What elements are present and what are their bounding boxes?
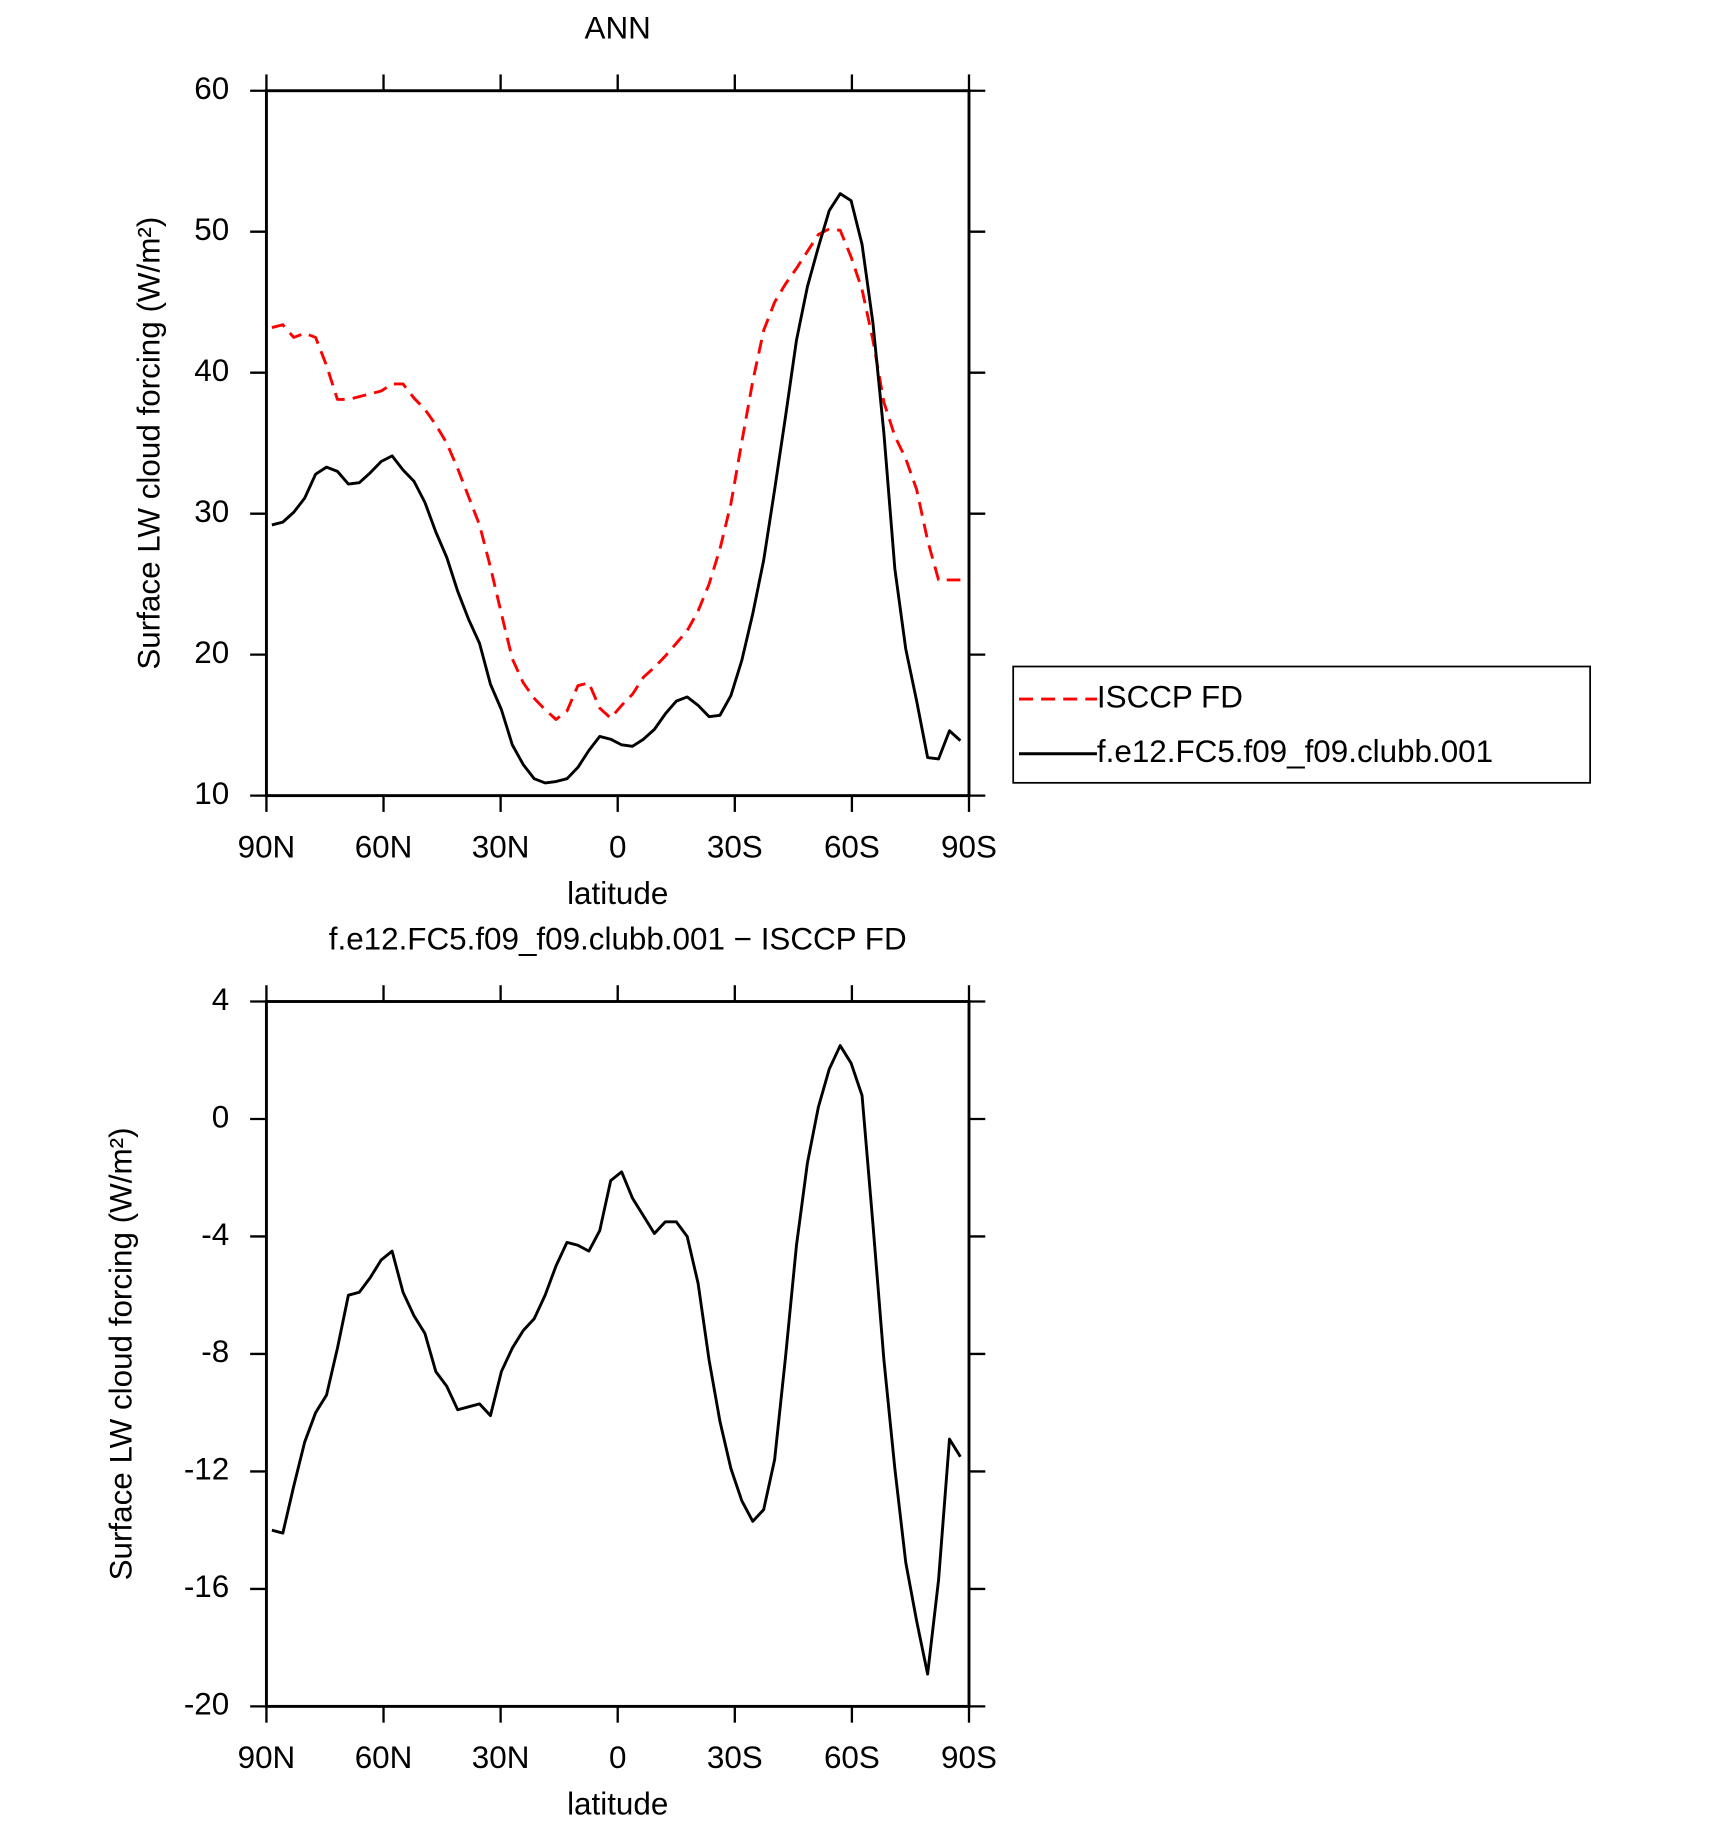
plot-frame [264, 89, 971, 798]
x-tick-label: 0 [609, 829, 626, 864]
y-tick-label: 0 [212, 1099, 229, 1134]
x-axis-label: latitude [567, 876, 668, 911]
y-tick-label: 60 [194, 71, 229, 106]
x-tick-label: 90S [941, 1740, 997, 1775]
x-tick-label: 90N [238, 1740, 296, 1775]
data-line [271, 1044, 962, 1676]
y-axis-label: Surface LW cloud forcing (W/m²) [104, 1127, 139, 1580]
y-tick-label: -16 [184, 1569, 229, 1604]
x-tick-label: 90S [941, 829, 997, 864]
data-line [271, 192, 962, 785]
plot-frame [264, 1000, 971, 1708]
y-tick-label: -20 [184, 1687, 229, 1722]
x-tick-label: 60S [824, 829, 880, 864]
y-tick-label: -4 [201, 1217, 229, 1252]
y-tick-label: 40 [194, 353, 229, 388]
y-tick-label: -8 [201, 1334, 229, 1369]
x-tick-label: 30N [472, 1740, 530, 1775]
chart-title: f.e12.FC5.f09_f09.clubb.001 − ISCCP FD [329, 921, 907, 956]
x-tick-label: 0 [609, 1740, 626, 1775]
x-tick-label: 60S [824, 1740, 880, 1775]
x-tick-label: 30S [707, 829, 763, 864]
data-line [271, 227, 961, 721]
x-tick-label: 30S [707, 1740, 763, 1775]
y-tick-label: 30 [194, 494, 229, 529]
y-tick-label: -12 [184, 1452, 229, 1487]
legend-box [1012, 665, 1592, 784]
legend-label: f.e12.FC5.f09_f09.clubb.001 [1097, 734, 1493, 769]
legend-label: ISCCP FD [1097, 679, 1243, 714]
y-tick-label: 10 [194, 776, 229, 811]
x-tick-label: 60N [355, 1740, 413, 1775]
y-axis-label: Surface LW cloud forcing (W/m²) [132, 217, 167, 670]
x-tick-label: 60N [355, 829, 413, 864]
x-tick-label: 90N [238, 829, 296, 864]
chart-title: ANN [585, 11, 651, 46]
y-tick-label: 4 [212, 982, 229, 1017]
y-tick-label: 50 [194, 212, 229, 247]
x-axis-label: latitude [567, 1787, 668, 1822]
y-tick-label: 20 [194, 635, 229, 670]
x-tick-label: 30N [472, 829, 530, 864]
